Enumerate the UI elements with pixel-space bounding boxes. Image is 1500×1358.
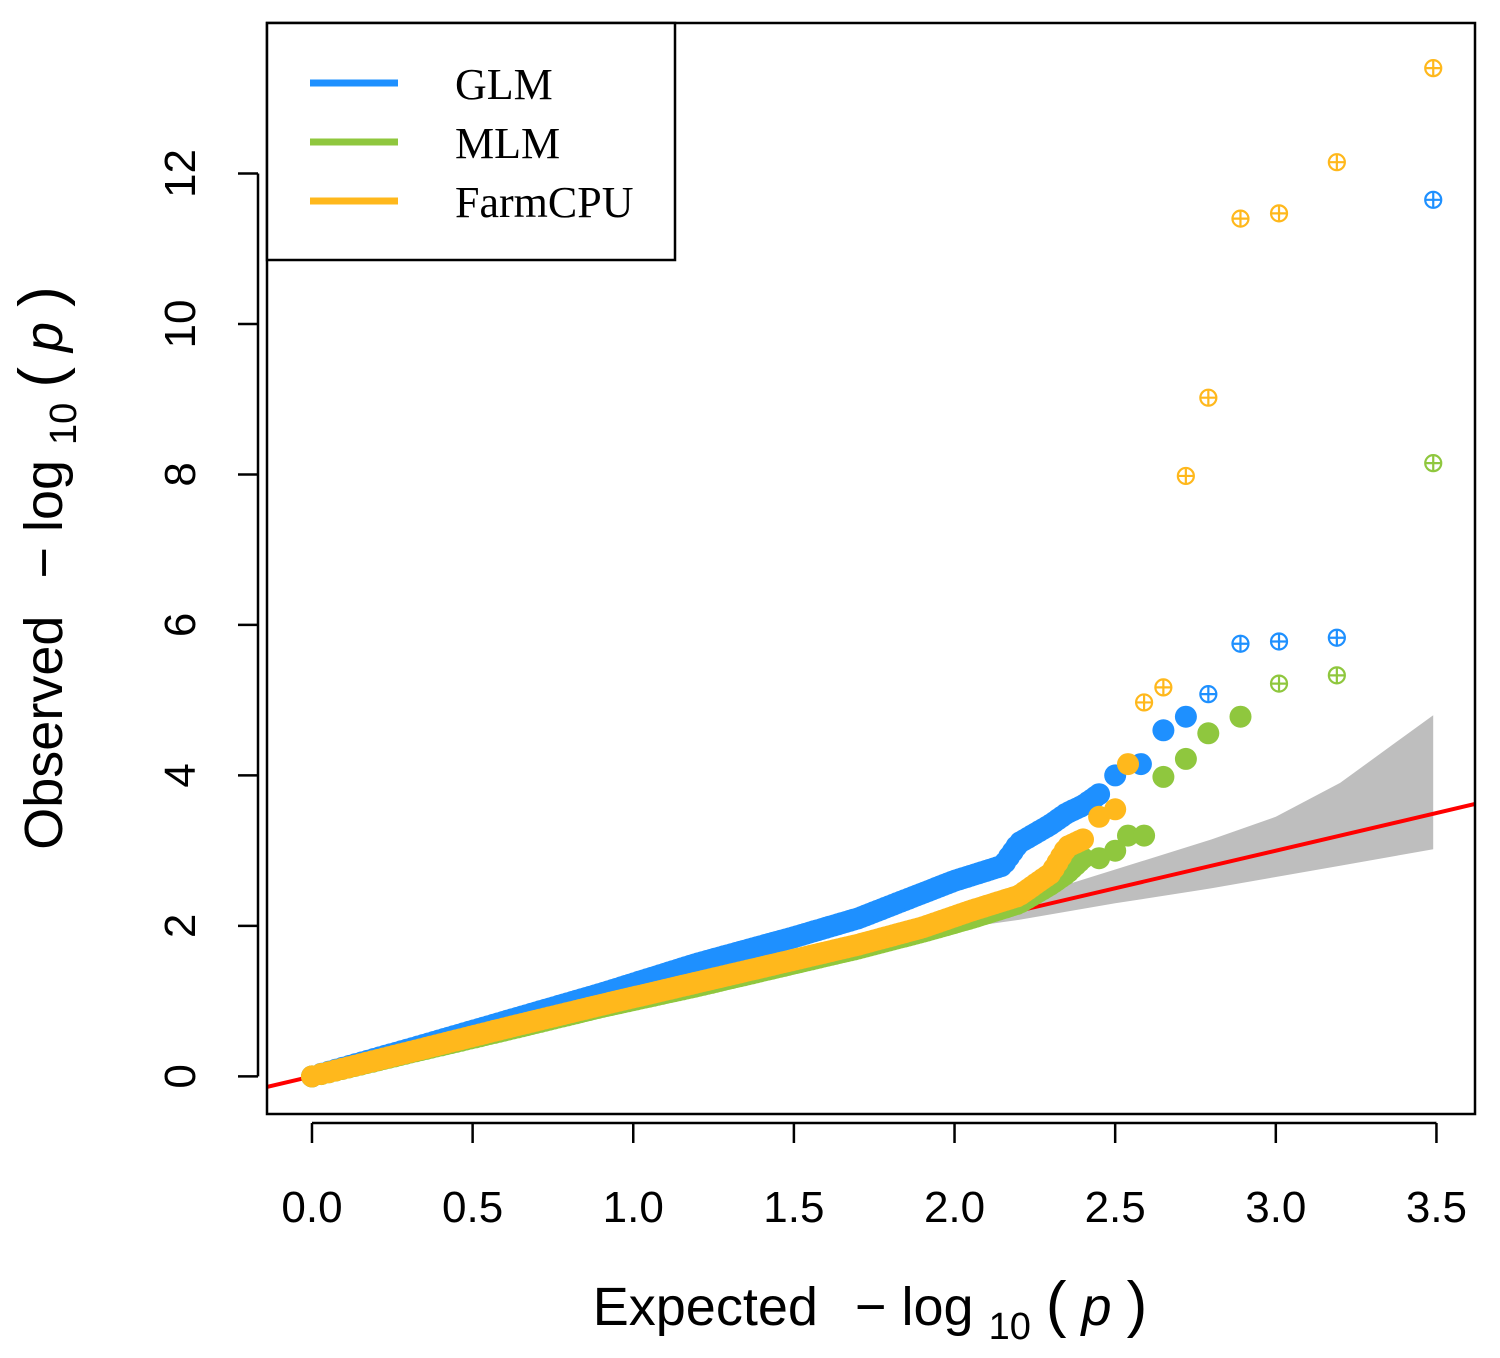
x-axis-label: Expected − log 10 ( p ) <box>593 1270 1148 1351</box>
x-tick-label: 0.5 <box>442 1183 503 1232</box>
legend-item-glm: GLM <box>310 60 553 109</box>
top-point-farmcpu <box>1134 693 1154 712</box>
top-point-farmcpu <box>1269 204 1289 223</box>
x-axis-label-log: log <box>901 1277 973 1337</box>
confidence-band-layer <box>922 715 1434 934</box>
series-layer <box>301 59 1443 1088</box>
x-axis-label-var: p <box>1080 1277 1112 1337</box>
point-glm <box>1088 783 1111 806</box>
top-point-mlm <box>1424 454 1443 473</box>
point-mlm <box>1104 839 1127 862</box>
plot-area <box>267 59 1475 1089</box>
point-mlm <box>1117 824 1139 847</box>
y-tick-label: 4 <box>156 763 205 787</box>
top-point-farmcpu <box>1327 153 1346 172</box>
x-axis-label-base: 10 <box>989 1306 1031 1348</box>
y-tick-label: 0 <box>156 1064 205 1088</box>
y-tick-label: 8 <box>156 462 205 486</box>
top-point-farmcpu <box>1176 466 1195 486</box>
y-tick-label: 2 <box>156 914 205 938</box>
y-tick-label: 6 <box>156 613 205 637</box>
top-point-farmcpu <box>1199 388 1218 407</box>
series-mlm <box>301 454 1443 1088</box>
y-axis: 0 2 4 6 8 10 12 <box>156 149 260 1089</box>
y-axis-label: Observed − log 10 ( p ) <box>7 286 88 849</box>
top-point-mlm <box>1327 666 1346 685</box>
legend-item-mlm: MLM <box>310 119 560 168</box>
x-tick-label: 2.0 <box>924 1183 985 1232</box>
point-farmcpu <box>1104 798 1127 821</box>
y-axis-label-minus: − <box>14 547 74 579</box>
point-mlm <box>1152 765 1175 788</box>
point-mlm <box>1133 824 1156 847</box>
point-glm <box>1174 705 1197 728</box>
top-point-farmcpu <box>1154 678 1173 697</box>
point-farmcpu <box>1072 828 1094 851</box>
point-mlm <box>1174 747 1197 770</box>
x-axis-label-minus: − <box>855 1277 887 1337</box>
legend-item-farmcpu: FarmCPU <box>310 178 633 227</box>
series-farmcpu <box>301 59 1443 1088</box>
y-tick-label: 12 <box>156 149 205 198</box>
x-axis-label-word: Expected <box>593 1277 818 1337</box>
confidence-band <box>922 715 1434 934</box>
point-mlm <box>1197 722 1220 745</box>
x-tick-label: 1.0 <box>603 1183 664 1232</box>
plot-frame <box>265 21 1477 1116</box>
x-tick-label: 1.5 <box>763 1183 824 1232</box>
y-axis-label-log: log <box>14 460 74 532</box>
top-point-glm <box>1231 634 1250 653</box>
x-tick-label: 3.0 <box>1245 1183 1306 1232</box>
x-tick-label: 0.0 <box>281 1183 342 1232</box>
top-point-glm <box>1199 685 1218 704</box>
top-point-glm <box>1327 628 1346 647</box>
y-axis-label-close: ) <box>7 286 76 307</box>
top-point-mlm <box>1269 674 1289 693</box>
point-glm <box>1152 719 1175 742</box>
x-axis-label-open: ( <box>1046 1270 1067 1339</box>
top-point-farmcpu <box>1231 209 1250 228</box>
top-point-farmcpu <box>1424 59 1443 78</box>
legend-label: MLM <box>455 119 560 168</box>
y-tick-label: 10 <box>156 300 205 349</box>
y-axis-label-var: p <box>14 322 74 354</box>
point-farmcpu <box>1117 753 1139 776</box>
x-axis-label-close: ) <box>1127 1270 1148 1339</box>
y-axis-label-base: 10 <box>43 403 85 445</box>
point-mlm <box>1229 705 1252 728</box>
x-axis: 0.0 0.5 1.0 1.5 2.0 2.5 3.0 3.5 <box>281 1121 1467 1232</box>
x-tick-label: 3.5 <box>1406 1183 1467 1232</box>
legend: GLM MLM FarmCPU <box>265 21 677 262</box>
y-axis-label-word: Observed <box>14 616 74 850</box>
legend-label: FarmCPU <box>455 178 633 227</box>
top-point-glm <box>1424 190 1443 209</box>
x-tick-label: 2.5 <box>1085 1183 1146 1232</box>
legend-label: GLM <box>455 60 553 109</box>
y-axis-label-open: ( <box>7 367 76 388</box>
top-point-glm <box>1269 632 1289 651</box>
